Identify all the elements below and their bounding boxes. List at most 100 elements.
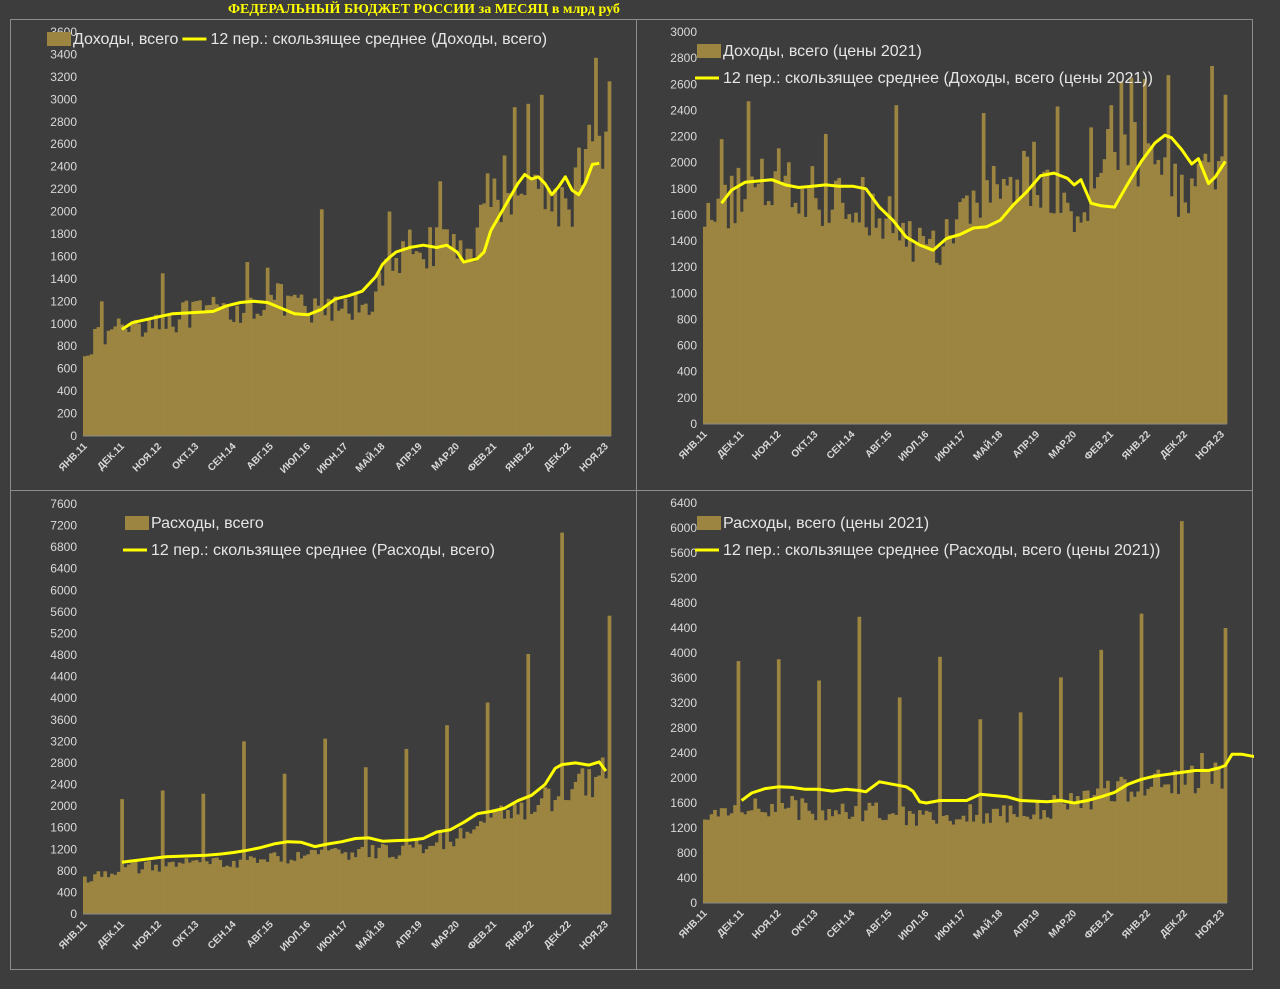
bar [703, 819, 707, 903]
bar [347, 313, 351, 436]
x-tick-label: ИЮЛ.16 [278, 441, 313, 476]
bar [817, 209, 821, 424]
bar [991, 808, 996, 903]
bar [1186, 213, 1191, 424]
bar [164, 866, 168, 914]
bar [228, 866, 233, 914]
bar [1042, 810, 1046, 903]
bar [837, 177, 842, 424]
bar [1183, 202, 1188, 424]
bar [533, 811, 537, 914]
bar [523, 195, 527, 436]
bar [1112, 801, 1117, 903]
bar [1129, 77, 1134, 425]
y-tick-label: 400 [57, 885, 77, 899]
bar [1213, 762, 1218, 903]
bar [499, 222, 504, 436]
x-tick-label: НОЯ.12 [750, 908, 784, 942]
legend-bar-swatch [697, 516, 721, 530]
bar [448, 248, 453, 436]
bar [468, 248, 473, 436]
bar [567, 209, 571, 436]
bar [1176, 794, 1181, 903]
bar [607, 81, 612, 436]
bar [560, 187, 564, 436]
bar [479, 204, 483, 436]
bar [594, 57, 598, 437]
bar [793, 800, 798, 903]
bar [133, 861, 138, 914]
bar [981, 113, 986, 424]
bar [553, 800, 558, 914]
bar [1176, 216, 1181, 424]
bar [823, 820, 828, 903]
bar [870, 805, 875, 903]
bar [1112, 151, 1117, 425]
bar [1156, 769, 1161, 903]
bar [292, 860, 297, 914]
bar [343, 298, 348, 436]
bar [901, 222, 905, 424]
bar [235, 867, 240, 914]
bar [1193, 793, 1198, 903]
bar [820, 225, 825, 424]
x-tick-label: ДЕК.22 [542, 919, 574, 951]
bar [911, 261, 915, 424]
bar [89, 354, 94, 436]
x-tick-label: ЯНВ.11 [677, 429, 710, 462]
bar [766, 816, 771, 903]
bar [944, 219, 949, 424]
bar [204, 861, 209, 914]
bar [770, 803, 774, 903]
bar [1012, 814, 1016, 903]
bar [1163, 157, 1167, 424]
bar [201, 310, 206, 436]
chart-revenue-nominal-svg: 0 200 400 600 800 1000 1200 1400 1600 1800 2000 220… [47, 25, 612, 476]
bar [424, 849, 429, 914]
bar [998, 198, 1003, 424]
bar [981, 823, 986, 903]
bar [458, 828, 463, 914]
bar [1109, 105, 1114, 425]
x-tick-label: АПР.19 [393, 919, 425, 951]
bar [1203, 153, 1208, 425]
bar [756, 183, 761, 424]
bar [472, 261, 476, 436]
bar [1163, 784, 1167, 903]
bar [167, 315, 172, 436]
bar [921, 236, 926, 424]
bar [844, 218, 848, 424]
bar [1169, 196, 1174, 424]
bar [1082, 790, 1087, 903]
bar [1018, 712, 1023, 904]
bar [519, 802, 524, 914]
bar [1001, 805, 1006, 903]
bar [194, 860, 199, 914]
bar [975, 202, 979, 424]
bar [850, 816, 855, 903]
bar [897, 240, 902, 424]
bar [448, 841, 453, 914]
y-tick-label: 4400 [50, 670, 77, 684]
x-tick-label: ИЮН.17 [933, 908, 968, 943]
bar [780, 181, 784, 424]
bar [1089, 127, 1093, 424]
bar [860, 177, 865, 424]
bar [218, 306, 223, 436]
bar [847, 818, 852, 903]
bar [265, 861, 270, 914]
bar [279, 284, 284, 436]
bar [850, 222, 855, 424]
bar [1186, 770, 1191, 903]
moving-average-line [720, 133, 1227, 252]
bar [1190, 765, 1194, 903]
bar [1183, 784, 1188, 903]
bar [1126, 165, 1130, 424]
chart-expenses-real-svg: 0 400 800 1200 1600 2000 2400 2800 3200 3600 4000 4… [670, 496, 1254, 943]
bar [753, 798, 758, 903]
bar [1062, 803, 1067, 903]
bar [353, 857, 358, 914]
x-tick-label: ИЮН.17 [933, 429, 968, 464]
y-tick-label: 2000 [50, 205, 77, 219]
bar [1119, 81, 1124, 425]
